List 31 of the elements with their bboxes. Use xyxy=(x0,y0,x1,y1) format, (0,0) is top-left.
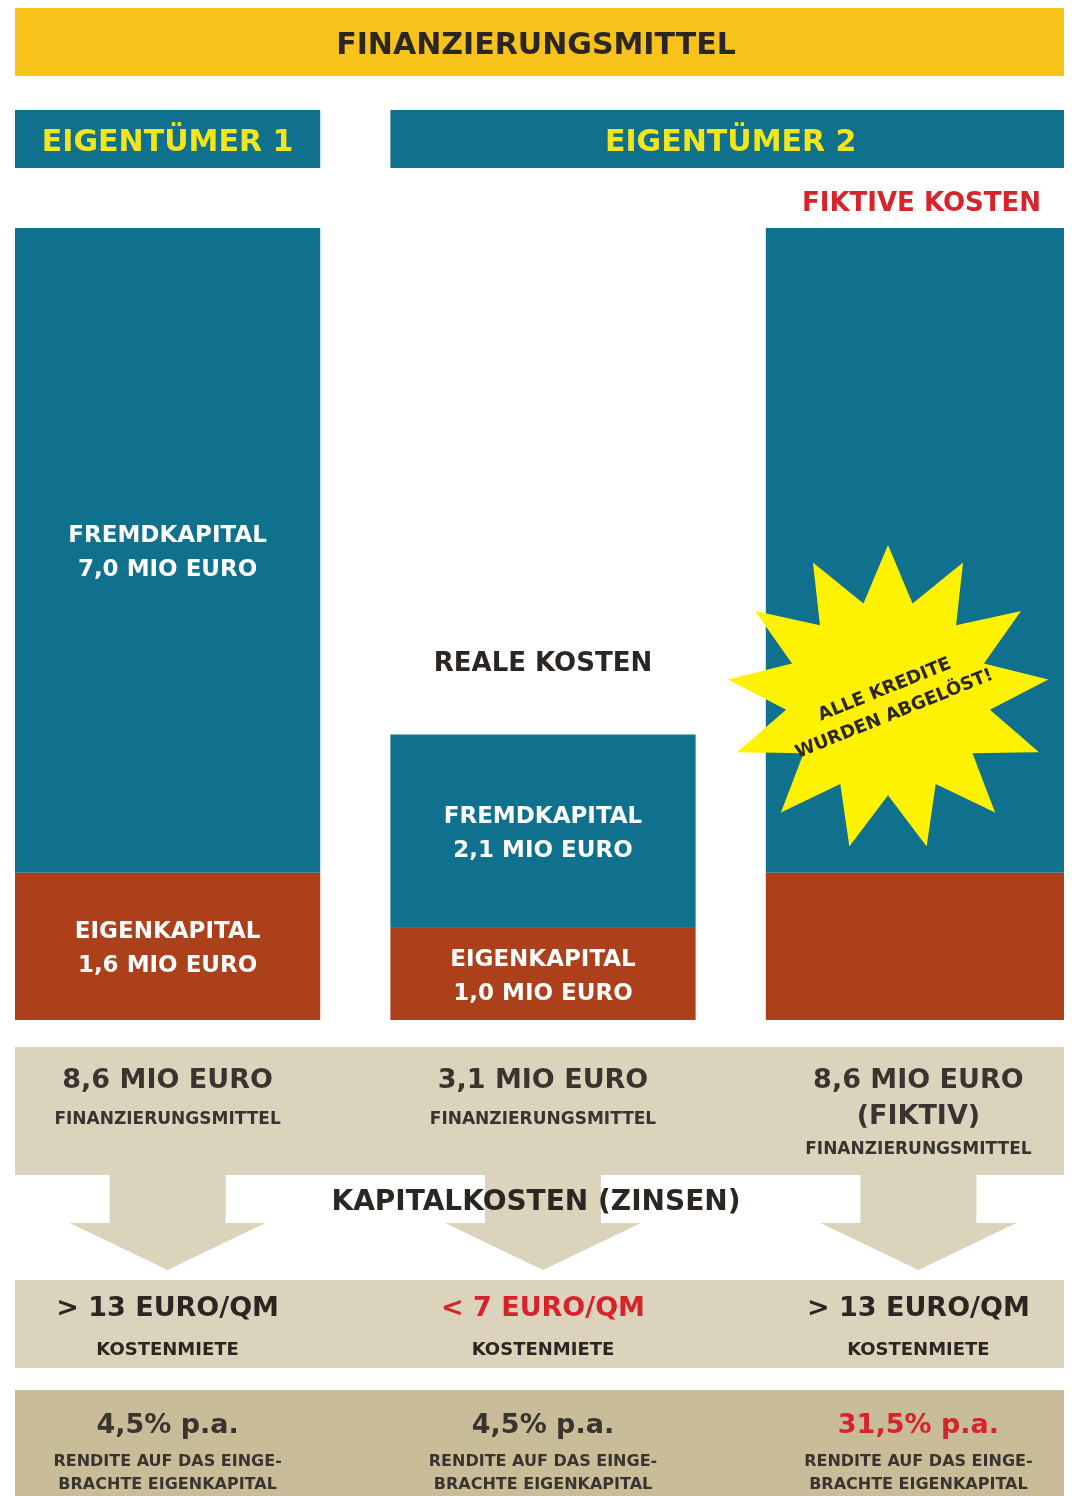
x-tick-label: REALE KOSTEN xyxy=(433,647,653,677)
bar xyxy=(15,872,321,1020)
bar xyxy=(15,228,321,873)
data-label: EIGENKAPITAL 1,6 MIO EURO xyxy=(74,917,261,978)
text: RENDITE AUF DAS EINGE-BRACHTE EIGENKAPITAL xyxy=(53,1451,282,1493)
text: 4,5% p.a. xyxy=(471,1408,615,1439)
text: KOSTENMIETE xyxy=(847,1338,990,1359)
text: KOSTENMIETE xyxy=(471,1338,615,1359)
data-label: FREMDKAPITAL 2,1 MIO EURO xyxy=(443,802,643,863)
text: FINANZIERUNGSMITTEL xyxy=(805,1138,1032,1158)
text: RENDITE AUF DAS EINGE-BRACHTE EIGENKAPITAL xyxy=(428,1451,658,1493)
x-tick-label: FIKTIVE KOSTEN xyxy=(802,187,1041,217)
data-label: FREMDKAPITAL 7,0 MIO EURO xyxy=(68,521,268,582)
chart-title: FINANZIERUNGSMITTEL xyxy=(336,26,736,61)
text: 31,5% p.a. xyxy=(837,1408,999,1439)
text: KAPITALKOSTEN (ZINSEN) xyxy=(331,1184,741,1217)
text: KOSTENMIETE xyxy=(96,1338,239,1359)
data-label: EIGENKAPITAL 1,0 MIO EURO xyxy=(450,944,637,1005)
bar xyxy=(390,734,696,928)
total-label: 8,6 MIO EURO xyxy=(62,1063,273,1094)
text: FINANZIERUNGSMITTEL xyxy=(429,1108,657,1128)
text: EIGENTÜMER 1 xyxy=(41,122,294,158)
total-label: 8,6 MIO EURO (FIKTIV) xyxy=(813,1063,1024,1130)
text: > 13 EURO/QM xyxy=(56,1291,279,1322)
text: > 13 EURO/QM xyxy=(807,1291,1030,1322)
text: < 7 EURO/QM xyxy=(440,1291,646,1322)
text: 4,5% p.a. xyxy=(96,1408,239,1439)
text: FINANZIERUNGSMITTEL xyxy=(54,1108,281,1128)
text: EIGENTÜMER 2 xyxy=(604,122,857,158)
total-label: 3,1 MIO EURO xyxy=(437,1063,649,1094)
text: RENDITE AUF DAS EINGE-BRACHTE EIGENKAPITAL xyxy=(804,1451,1033,1493)
